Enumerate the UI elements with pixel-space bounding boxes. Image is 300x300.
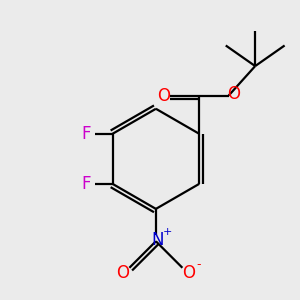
- Text: F: F: [81, 175, 91, 193]
- Text: -: -: [196, 258, 201, 271]
- Text: O: O: [227, 85, 241, 103]
- Text: F: F: [81, 125, 91, 143]
- Text: O: O: [182, 264, 195, 282]
- Text: O: O: [157, 86, 170, 104]
- Text: +: +: [162, 227, 172, 237]
- Text: O: O: [116, 264, 129, 282]
- Text: N: N: [151, 231, 164, 249]
